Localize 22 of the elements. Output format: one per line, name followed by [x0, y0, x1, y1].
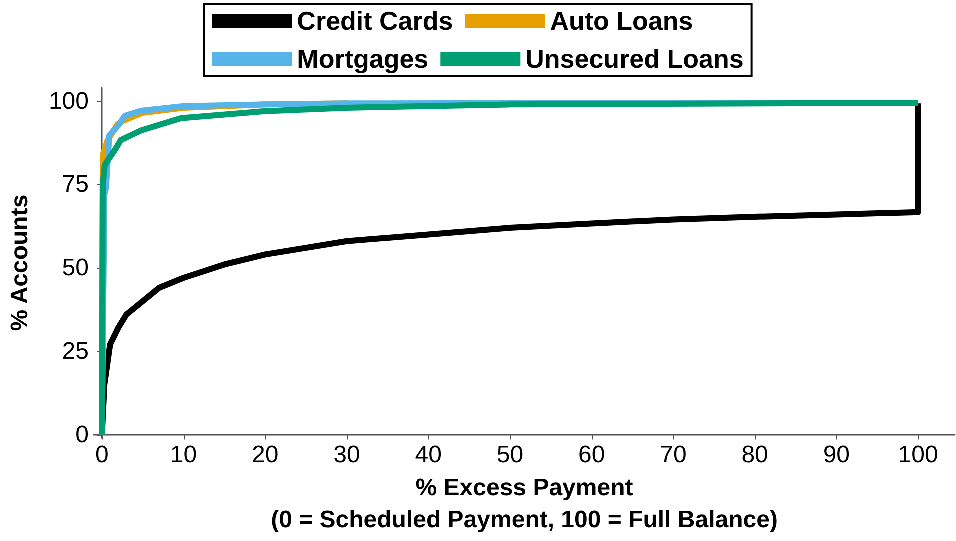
x-tick-label: 100: [898, 442, 938, 469]
y-tick-label: 100: [48, 88, 89, 115]
legend-label: Credit Cards: [297, 6, 454, 36]
legend-label: Mortgages: [297, 44, 429, 74]
y-axis-title: % Accounts: [6, 194, 34, 332]
x-tick-label: 80: [742, 442, 768, 469]
x-tick-label: 30: [334, 442, 360, 469]
x-tick-label: 10: [170, 442, 198, 469]
x-tick-label: 90: [823, 442, 850, 469]
x-tick-label: 0: [95, 442, 109, 469]
y-tick-label: 50: [62, 254, 89, 282]
y-tick-label: 75: [62, 171, 89, 198]
x-tick-label: 40: [415, 442, 442, 469]
y-tick-label: 0: [76, 421, 89, 448]
x-tick-label: 50: [496, 442, 524, 469]
x-axis-title: % Excess Payment (0 = Scheduled Payment, 100 = Full Balance): [271, 474, 778, 534]
legend-label: Auto Loans: [550, 6, 694, 36]
x-tick-label: 70: [660, 442, 687, 469]
legend-label: Unsecured Loans: [526, 44, 744, 74]
x-tick-label: 20: [252, 442, 279, 469]
y-tick-label: 25: [62, 338, 89, 365]
x-tick-label: 60: [578, 442, 606, 469]
